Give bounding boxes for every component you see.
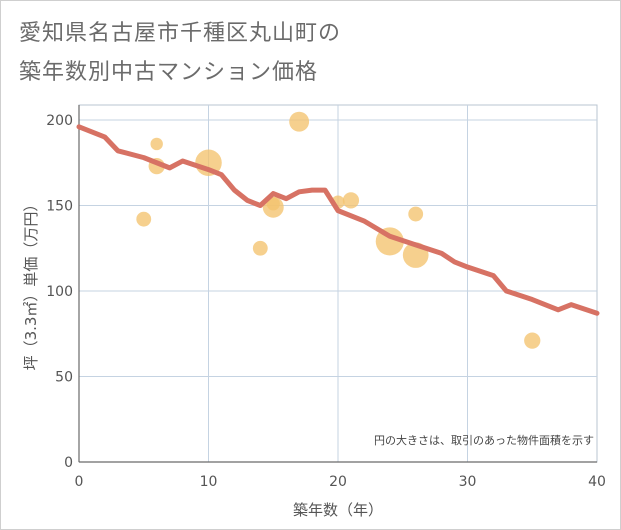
trend-line (76, 124, 600, 316)
y-tick-label: 0 (64, 455, 73, 471)
x-tick-label: 10 (200, 474, 218, 490)
data-bubble (252, 240, 268, 256)
y-tick-label: 100 (46, 284, 73, 300)
x-tick-label: 30 (459, 474, 477, 490)
data-bubble (524, 332, 541, 349)
y-tick-label: 150 (46, 199, 73, 215)
x-axis-label: 築年数（年） (293, 501, 383, 519)
data-bubble (289, 111, 310, 132)
data-bubble (408, 206, 424, 222)
data-bubble (136, 211, 152, 227)
data-bubble (266, 197, 280, 211)
data-bubble (150, 137, 163, 151)
x-tick-label: 0 (75, 474, 84, 490)
chart-title-line2: 築年数別中古マンション価格 (19, 60, 319, 85)
trend-line-layer (76, 124, 600, 316)
y-tick-label: 200 (46, 113, 73, 129)
data-bubble (342, 192, 360, 209)
x-tick-label: 40 (588, 474, 606, 490)
bubble-size-note: 円の大きさは、取引のあった物件面積を示す (374, 433, 594, 447)
y-axis-label: 坪（3.3㎡）単価（万円） (22, 197, 40, 371)
y-tick-label: 50 (55, 370, 73, 386)
x-tick-label: 20 (329, 474, 347, 490)
tick-label-layer: 0 10 20 30 40 0 50 100 150 200 (46, 113, 606, 490)
chart-title-line1: 愛知県名古屋市千種区丸山町の (19, 21, 342, 46)
